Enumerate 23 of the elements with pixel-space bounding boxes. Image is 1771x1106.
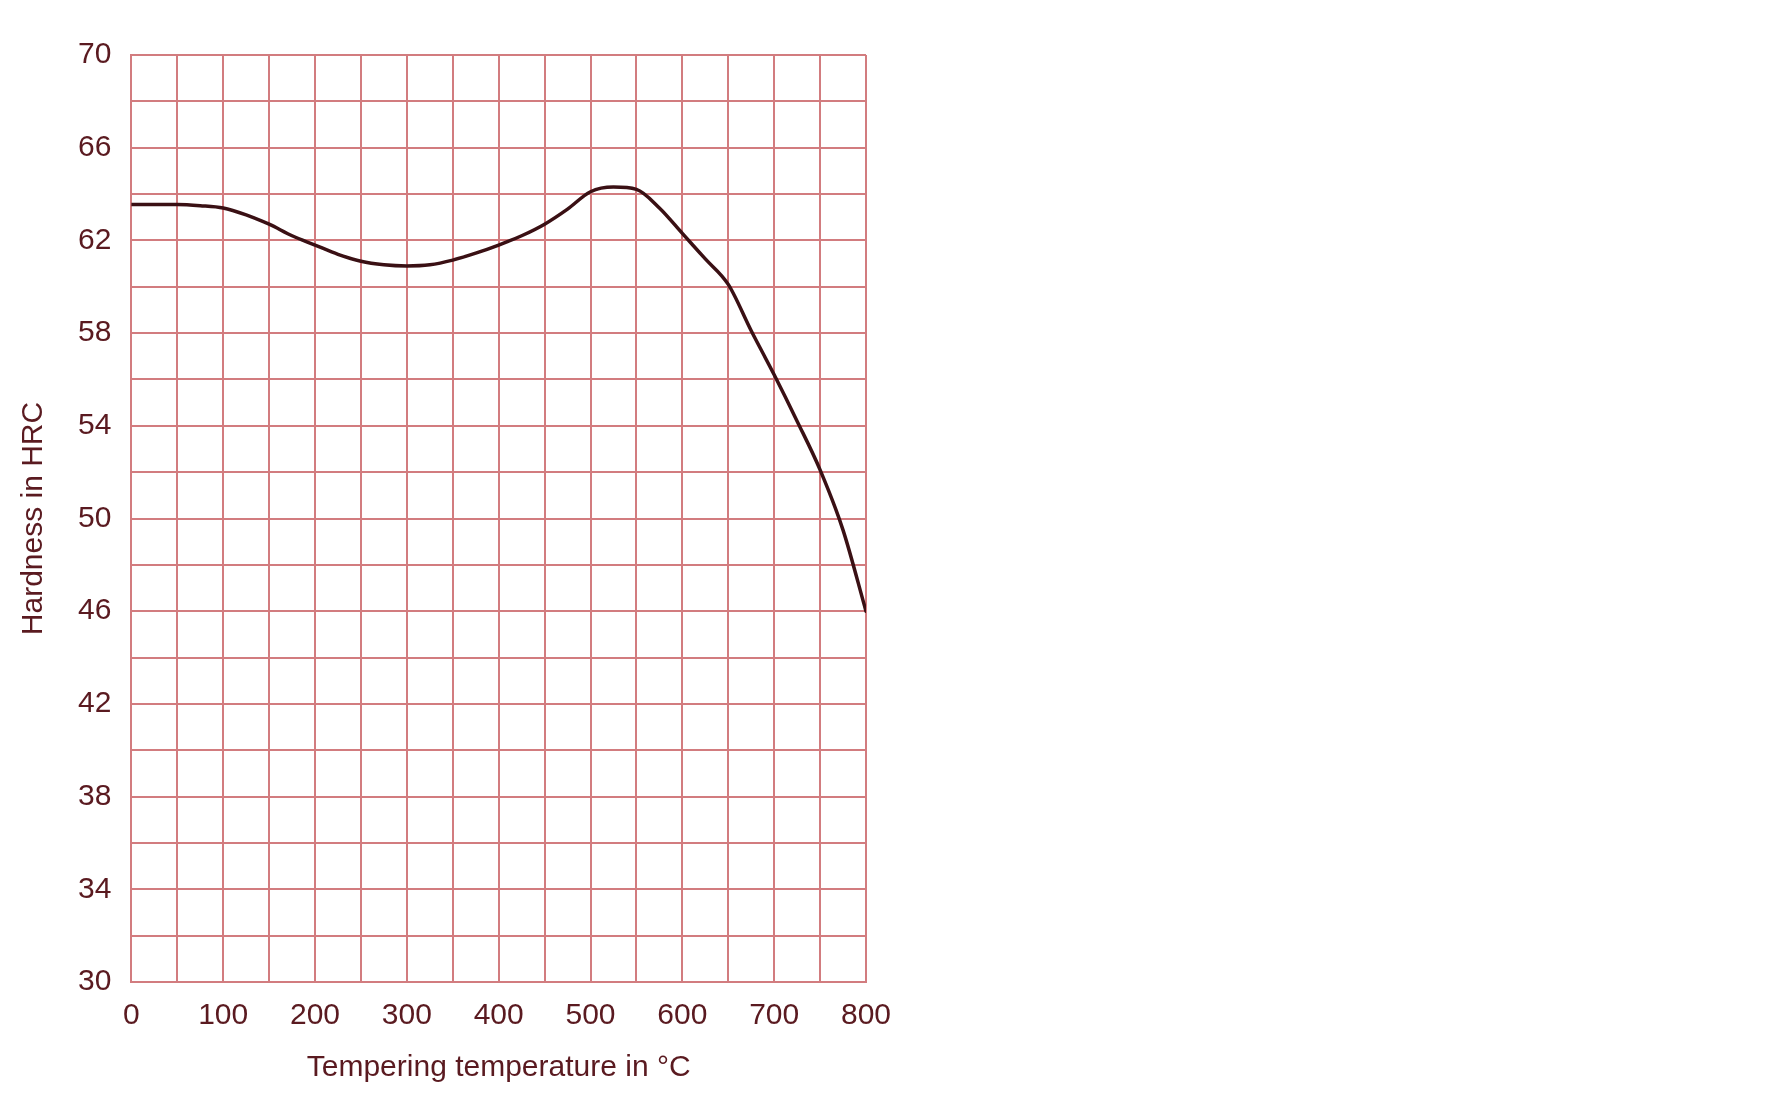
y-tick-label: 50 [77, 499, 112, 533]
y-tick-label: 54 [77, 407, 112, 441]
x-tick-label: 700 [749, 997, 800, 1031]
y-tick-label: 66 [77, 128, 112, 162]
x-tick-label: 200 [290, 997, 341, 1031]
line-series [131, 185, 866, 613]
x-tick-label: 500 [565, 997, 616, 1031]
x-tick-label: 600 [657, 997, 708, 1031]
y-tick-label: 30 [77, 963, 112, 997]
x-tick-label: 800 [840, 997, 892, 1031]
x-tick-label: 100 [198, 997, 249, 1031]
y-tick-label: 34 [77, 870, 112, 904]
y-tick-label: 38 [77, 777, 112, 811]
y-tick-label: 46 [77, 592, 112, 626]
y-tick-label: 42 [77, 685, 112, 719]
x-tick-label: 0 [123, 997, 140, 1031]
y-tick-label: 70 [77, 36, 112, 70]
y-tick-label: 62 [77, 221, 112, 255]
x-tick-label: 300 [381, 997, 432, 1031]
x-tick-label: 400 [473, 997, 524, 1031]
y-tick-label: 58 [77, 314, 112, 348]
x-axis-title: Tempering temperature in °C [306, 1049, 691, 1083]
y-axis-title: Hardness in HRC [15, 401, 49, 636]
